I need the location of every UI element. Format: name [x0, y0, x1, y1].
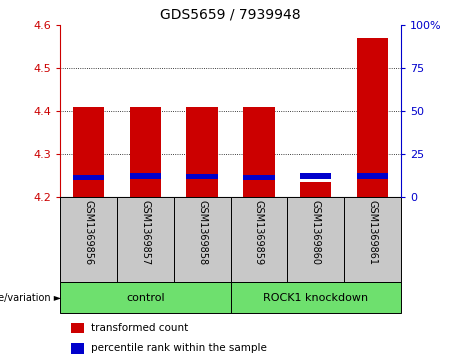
Bar: [73, 175, 104, 180]
Bar: [357, 38, 388, 197]
Bar: [287, 197, 344, 282]
Bar: [344, 197, 401, 282]
Bar: [130, 174, 161, 179]
Bar: [186, 174, 218, 179]
Text: GSM1369861: GSM1369861: [367, 200, 378, 265]
Text: GSM1369856: GSM1369856: [83, 200, 94, 265]
Bar: [130, 107, 161, 197]
Bar: [73, 107, 104, 197]
Bar: [357, 174, 388, 179]
Text: percentile rank within the sample: percentile rank within the sample: [91, 343, 267, 354]
Bar: [71, 323, 84, 333]
Text: control: control: [126, 293, 165, 303]
Bar: [60, 197, 117, 282]
Text: GSM1369860: GSM1369860: [311, 200, 321, 265]
Bar: [117, 197, 174, 282]
Bar: [300, 174, 331, 179]
Bar: [174, 197, 230, 282]
Bar: [230, 282, 401, 313]
Bar: [300, 182, 331, 197]
Bar: [243, 107, 275, 197]
Text: transformed count: transformed count: [91, 323, 189, 333]
Text: GSM1369857: GSM1369857: [140, 200, 150, 265]
Title: GDS5659 / 7939948: GDS5659 / 7939948: [160, 8, 301, 21]
Text: ROCK1 knockdown: ROCK1 knockdown: [263, 293, 368, 303]
Bar: [71, 343, 84, 354]
Bar: [60, 282, 230, 313]
Bar: [186, 107, 218, 197]
Bar: [243, 175, 275, 180]
Text: GSM1369858: GSM1369858: [197, 200, 207, 265]
Text: GSM1369859: GSM1369859: [254, 200, 264, 265]
Bar: [230, 197, 287, 282]
Text: genotype/variation ►: genotype/variation ►: [0, 293, 61, 303]
